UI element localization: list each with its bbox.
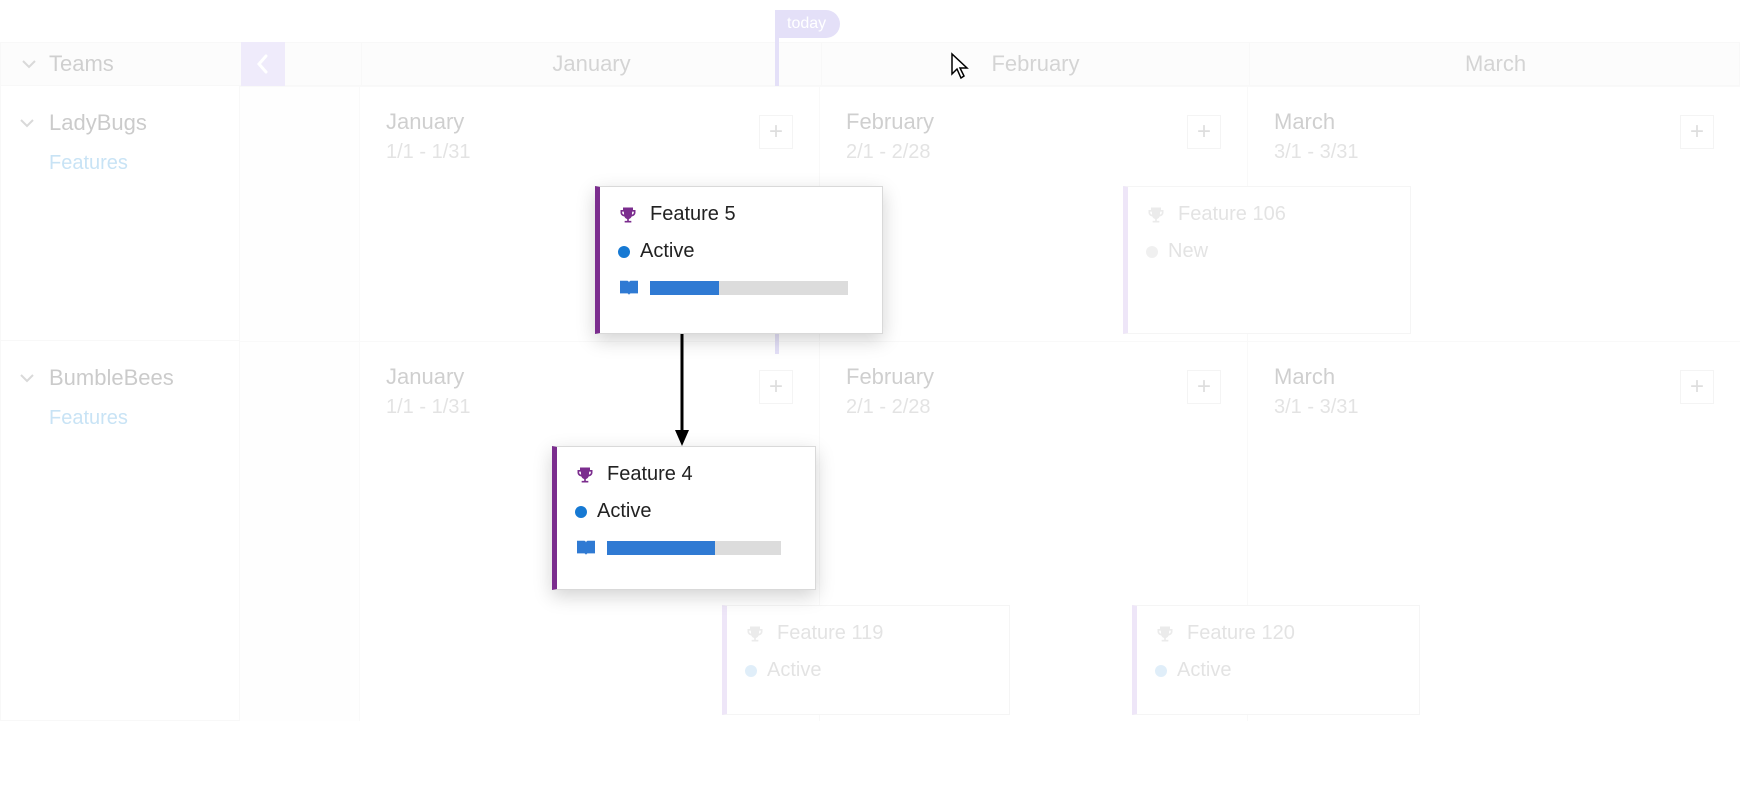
feature-card[interactable]: Feature 119 Active: [722, 605, 1010, 715]
feature-card[interactable]: Feature 106 New: [1123, 186, 1411, 334]
team-sidebar[interactable]: LadyBugs Features: [0, 86, 240, 341]
header-month[interactable]: February: [821, 42, 1249, 86]
card-status: Active: [767, 659, 821, 682]
header-month-label: February: [991, 51, 1079, 77]
team-sidebar[interactable]: BumbleBees Features: [0, 341, 240, 721]
trophy-icon: [1155, 624, 1175, 644]
today-marker-line-lower: [775, 334, 779, 354]
chevron-down-icon: [21, 56, 37, 72]
header-month[interactable]: March: [1249, 42, 1740, 86]
mouse-cursor-icon: [950, 52, 970, 80]
today-marker-line-upper: [775, 38, 779, 86]
add-item-button[interactable]: +: [1187, 370, 1221, 404]
chevron-down-icon: [19, 115, 35, 131]
card-status: Active: [1177, 659, 1231, 682]
add-item-button[interactable]: +: [1187, 115, 1221, 149]
team-name: LadyBugs: [49, 110, 147, 136]
add-item-button[interactable]: +: [759, 115, 793, 149]
lane-range: 2/1 - 2/28: [846, 141, 934, 164]
status-dot: [745, 665, 757, 677]
lane-title: January: [386, 109, 471, 135]
header-month-label: March: [1465, 51, 1526, 77]
header-month-label: January: [552, 51, 630, 77]
trophy-icon: [1146, 205, 1166, 225]
scroll-left-button[interactable]: [241, 42, 285, 86]
lane-range: 3/1 - 3/31: [1274, 141, 1359, 164]
timeline-header: Teams January February March: [0, 42, 1740, 86]
card-title: Feature 5: [650, 203, 736, 226]
team-name: BumbleBees: [49, 365, 174, 391]
header-month[interactable]: January: [361, 42, 821, 86]
card-title: Feature 106: [1178, 203, 1286, 226]
lane-range: 1/1 - 1/31: [386, 141, 471, 164]
feature-card[interactable]: Feature 120 Active: [1132, 605, 1420, 715]
trophy-icon: [575, 465, 595, 485]
teams-header-label: Teams: [49, 51, 114, 77]
card-title: Feature 120: [1187, 622, 1295, 645]
card-status: Active: [597, 500, 651, 523]
lane-spacer: [240, 86, 360, 341]
status-dot: [575, 506, 587, 518]
lane-title: February: [846, 109, 934, 135]
add-item-button[interactable]: +: [1680, 370, 1714, 404]
book-icon: [575, 539, 597, 557]
lane-range: 2/1 - 2/28: [846, 396, 934, 419]
teams-header-cell[interactable]: Teams: [1, 51, 241, 77]
team-sub-link[interactable]: Features: [19, 407, 221, 430]
lane-title: February: [846, 364, 934, 390]
trophy-icon: [618, 205, 638, 225]
status-dot: [1146, 246, 1158, 258]
team-sub-link[interactable]: Features: [19, 152, 221, 175]
lane-title: January: [386, 364, 471, 390]
card-status: New: [1168, 240, 1208, 263]
today-label: today: [787, 15, 826, 32]
status-dot: [1155, 665, 1167, 677]
status-dot: [618, 246, 630, 258]
book-icon: [618, 279, 640, 297]
lane-spacer: [240, 341, 360, 721]
add-item-button[interactable]: +: [1680, 115, 1714, 149]
card-status: Active: [640, 240, 694, 263]
lane-range: 3/1 - 3/31: [1274, 396, 1359, 419]
trophy-icon: [745, 624, 765, 644]
lane-range: 1/1 - 1/31: [386, 396, 471, 419]
chevron-down-icon: [19, 370, 35, 386]
dependency-arrow: [672, 334, 692, 446]
card-title: Feature 4: [607, 463, 693, 486]
card-title: Feature 119: [777, 622, 883, 645]
add-item-button[interactable]: +: [759, 370, 793, 404]
feature-card[interactable]: Feature 5 Active: [595, 186, 883, 334]
header-months: January February March: [361, 42, 1739, 86]
lane-title: March: [1274, 109, 1359, 135]
lane-title: March: [1274, 364, 1359, 390]
feature-card[interactable]: Feature 4 Active: [552, 446, 816, 590]
today-pill[interactable]: today: [775, 10, 840, 38]
chevron-left-icon: [254, 53, 272, 75]
